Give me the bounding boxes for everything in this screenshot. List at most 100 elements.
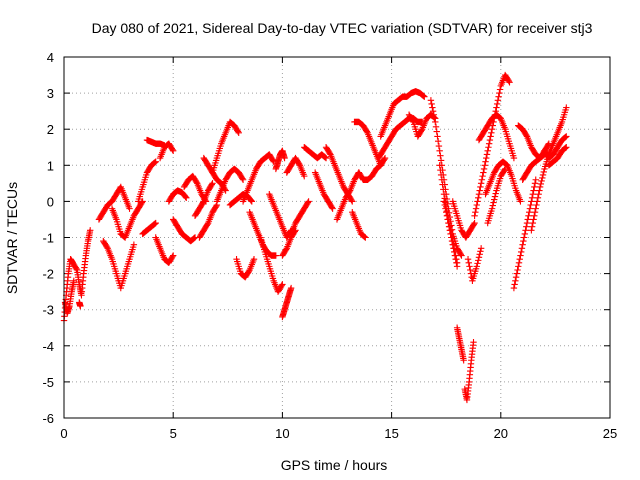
data-point [450, 245, 457, 252]
data-point [419, 92, 427, 99]
data-point [428, 100, 435, 108]
data-point [475, 257, 482, 264]
data-point [182, 193, 189, 201]
data-point [361, 233, 368, 241]
series-arc-33 [311, 169, 336, 212]
data-point [440, 190, 448, 198]
series-arc-06 [100, 237, 138, 292]
data-point [562, 133, 569, 141]
data-point [420, 92, 427, 100]
data-point [523, 219, 531, 227]
data-point [193, 178, 200, 186]
series-arc-53 [510, 176, 539, 292]
data-point [440, 198, 448, 205]
series-arc-05 [95, 183, 133, 223]
data-point [235, 129, 242, 137]
series-arc-09 [139, 219, 159, 238]
data-point [429, 107, 437, 115]
data-point [562, 144, 569, 152]
data-point [532, 176, 539, 183]
data-point [437, 152, 444, 159]
data-point [483, 151, 491, 158]
data-point [152, 158, 159, 165]
series-arc-03 [73, 227, 94, 299]
data-point [321, 153, 328, 161]
data-point [460, 357, 467, 364]
y-tick-label: -3 [42, 303, 54, 318]
series-arc-46 [453, 324, 467, 364]
data-point [531, 209, 539, 216]
data-point [522, 227, 529, 234]
data-point [451, 252, 459, 259]
series-arc-36 [349, 209, 369, 241]
series-arc-14 [170, 216, 199, 245]
data-point [245, 267, 253, 275]
data-point [448, 237, 456, 245]
data-point [489, 202, 496, 209]
data-point [476, 187, 483, 194]
data-point [526, 205, 534, 212]
y-tick-label: 2 [47, 122, 54, 137]
data-point [234, 128, 242, 135]
data-point [239, 176, 247, 183]
data-point [525, 212, 532, 220]
data-point [170, 252, 177, 259]
data-point [301, 172, 308, 180]
x-axis-title: GPS time / hours [281, 457, 388, 473]
data-point [465, 259, 472, 266]
data-point [518, 245, 526, 252]
data-point [472, 205, 480, 212]
data-point [540, 168, 547, 176]
data-point [248, 198, 256, 205]
data-point [437, 171, 445, 179]
series-arc-44 [440, 198, 461, 270]
data-point [435, 142, 443, 150]
series-arc-50 [475, 111, 518, 162]
data-point [529, 190, 537, 198]
data-points [60, 71, 570, 404]
data-point [512, 277, 519, 285]
data-point [381, 156, 388, 163]
y-tick-label: 3 [47, 86, 54, 101]
data-point [282, 246, 290, 253]
data-point [491, 193, 499, 200]
data-point [304, 199, 312, 206]
data-point [563, 144, 570, 151]
data-point [544, 141, 552, 149]
data-point [561, 134, 569, 141]
y-tick-label: -1 [42, 231, 54, 246]
data-point [451, 248, 458, 256]
data-point [470, 221, 478, 228]
data-point [453, 259, 460, 266]
series-arc-01 [60, 255, 81, 324]
data-point [151, 220, 159, 227]
data-point [488, 205, 496, 212]
data-point [453, 263, 461, 270]
data-point [204, 221, 211, 228]
data-point [475, 194, 482, 201]
data-point [432, 118, 439, 126]
series-arc-41 [405, 111, 439, 140]
data-point [466, 263, 473, 270]
data-point [492, 190, 499, 197]
data-point [528, 194, 536, 201]
series-arc-57 [541, 133, 570, 162]
data-point [475, 254, 483, 261]
data-point [534, 198, 541, 205]
data-point [523, 223, 530, 230]
data-point [514, 266, 521, 274]
data-point [520, 237, 527, 245]
y-tick-label: 1 [47, 158, 54, 173]
data-point [530, 216, 537, 223]
data-point [482, 158, 489, 165]
data-point [521, 230, 529, 238]
data-point [487, 133, 494, 140]
data-point [295, 160, 303, 168]
data-point [418, 127, 425, 134]
data-point [208, 181, 215, 188]
series-arc-25 [257, 234, 286, 295]
data-point [531, 212, 538, 220]
data-point [532, 205, 539, 212]
data-point [477, 245, 485, 252]
